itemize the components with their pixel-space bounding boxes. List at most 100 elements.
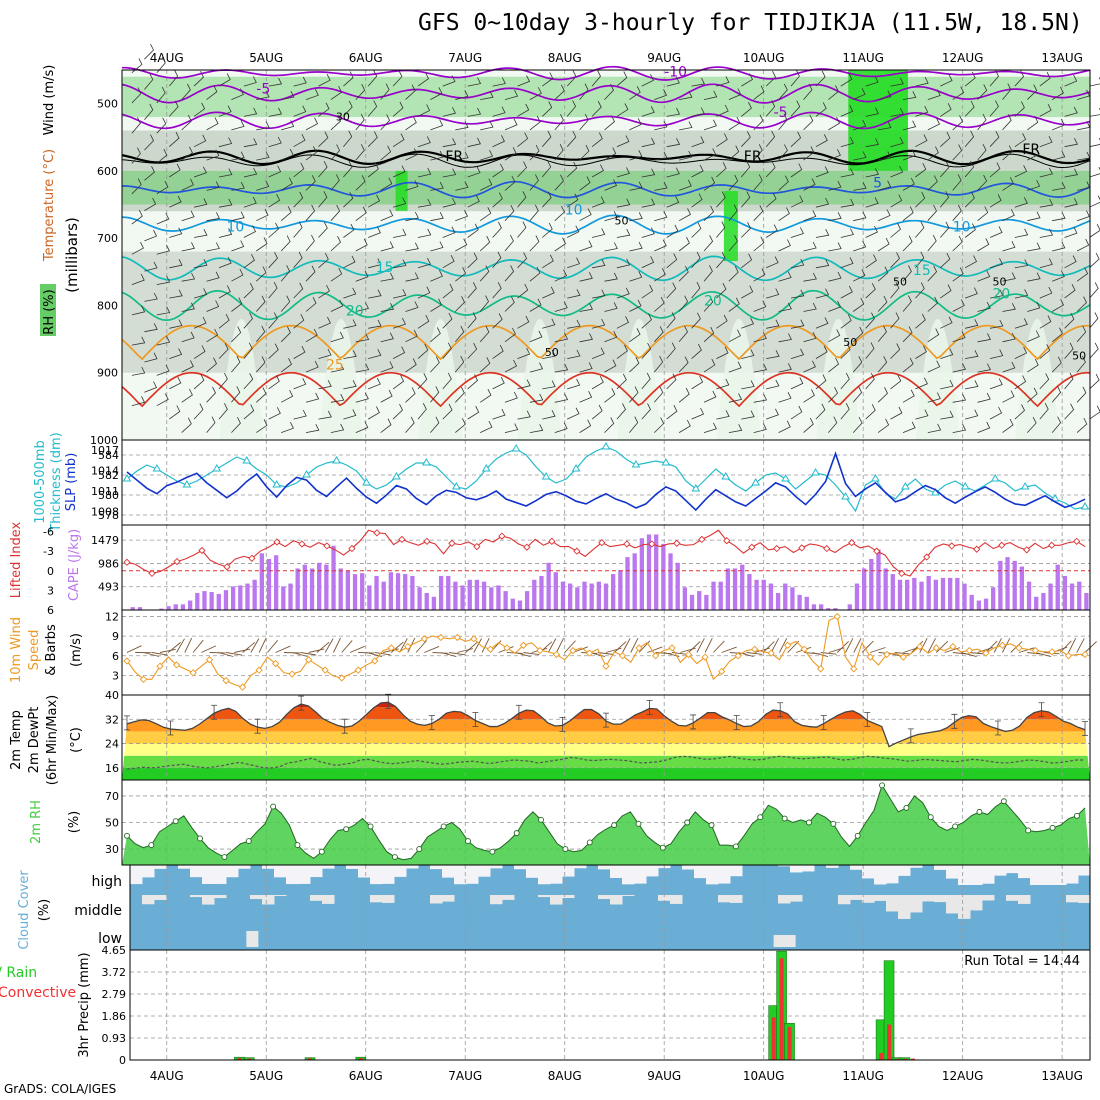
- wind-barb: [604, 302, 618, 312]
- isotherm-label: -5: [774, 105, 788, 121]
- wind-barb: [1064, 106, 1078, 117]
- wind-barb: [964, 409, 979, 420]
- rh2m-tick: 30: [105, 843, 119, 856]
- wind-speed-marker: [1015, 644, 1023, 652]
- wind-speed-marker: [486, 645, 495, 653]
- wind-barb: [989, 162, 1001, 178]
- date-label-top: 9AUG: [647, 51, 681, 65]
- cape-bar: [410, 576, 415, 610]
- lifted-index-marker: [1023, 546, 1031, 554]
- wind-barb: [405, 211, 419, 222]
- surface-wind-barb: [465, 641, 478, 653]
- cloud-clear-high: [226, 865, 239, 878]
- wind-barb: [641, 256, 655, 269]
- wind-barb: [666, 342, 676, 359]
- wind-barb: [393, 228, 407, 238]
- cape-bar: [575, 587, 580, 610]
- cape-axis-label: CAPE (J/kg): [67, 529, 82, 601]
- wind-speed-marker: [817, 665, 825, 673]
- wind-barb: [181, 178, 194, 191]
- cape-bar: [661, 543, 666, 610]
- wind-barb: [691, 312, 701, 329]
- cloud-clear-high: [598, 865, 611, 870]
- cloud-clear-middle: [670, 895, 683, 904]
- cape-bar: [603, 583, 609, 610]
- wind-barb: [504, 89, 519, 100]
- isotherm-label: 25: [326, 357, 344, 373]
- wind-barb: [392, 101, 404, 117]
- dewpoint-line: [126, 755, 1086, 770]
- cape-bar: [969, 594, 974, 610]
- cloud-clear-high: [202, 865, 215, 884]
- wind-barb: [380, 303, 395, 312]
- wind-barb: [666, 405, 678, 420]
- wind-barb: [231, 417, 241, 433]
- wind-barb: [268, 252, 278, 269]
- wind-speed-marker: [569, 646, 577, 655]
- wind-barb: [878, 121, 892, 131]
- cloud-clear-high: [886, 865, 899, 884]
- cloud-clear-low: [246, 931, 259, 947]
- wind-barb: [455, 210, 469, 222]
- wind-barb: [977, 270, 991, 282]
- wind-barb: [194, 229, 208, 238]
- cape-bar: [560, 581, 566, 610]
- cloud-clear-high: [298, 865, 311, 884]
- slp-axis-label: SLP (mb): [64, 453, 79, 512]
- wind-axis-label: Wind (m/s): [42, 65, 57, 136]
- wind-barb: [940, 410, 954, 420]
- wind-barb: [256, 237, 268, 252]
- wind-barb: [554, 301, 568, 312]
- wind-barb: [591, 101, 602, 117]
- min-max-bar: [472, 712, 479, 727]
- wind-barb: [218, 105, 232, 117]
- slp-line: [126, 451, 1086, 512]
- cape-bar: [797, 594, 802, 610]
- cape-bar: [948, 577, 953, 610]
- wind-barb: [504, 234, 514, 252]
- wind-barb: [231, 240, 245, 252]
- wind-barb: [1014, 375, 1027, 390]
- date-label-bottom: 12AUG: [942, 1069, 984, 1083]
- wind-barb: [280, 326, 291, 343]
- isotherm-line: [121, 324, 1091, 361]
- wind-barb: [591, 196, 605, 208]
- wind-barb: [181, 210, 195, 222]
- thickness-marker: [990, 474, 1000, 482]
- wind-barb: [828, 212, 842, 222]
- wind-barb: [206, 357, 217, 373]
- wind-barb: [442, 312, 453, 329]
- cape-bar: [137, 607, 143, 610]
- convective-bar: [771, 1017, 776, 1060]
- thickness-marker: [392, 472, 401, 480]
- wind-barb: [144, 103, 154, 121]
- surface-wind-barb: [688, 641, 701, 653]
- wind-barb: [878, 90, 892, 100]
- wind-barb: [169, 376, 182, 390]
- wind-barb: [915, 163, 927, 178]
- surface-wind-barb: [167, 642, 181, 653]
- wind-barb: [542, 191, 552, 208]
- cloud-clear-high: [214, 865, 227, 885]
- min-max-bar: [211, 704, 218, 720]
- wind-barb: [156, 244, 170, 255]
- wind-speed-marker: [998, 641, 1007, 649]
- thickness-axis-label: 1000-500mb: [33, 440, 48, 524]
- wind-tick: 3: [112, 669, 119, 682]
- wind-barb: [169, 131, 180, 147]
- thickness-tick: 578: [98, 509, 119, 522]
- slp-tick: 1008: [91, 505, 119, 518]
- wind-barb: [330, 114, 341, 131]
- wind-barb: [368, 349, 382, 359]
- wind-barb: [206, 300, 220, 312]
- wind-barb: [753, 236, 765, 252]
- cape-bar: [1048, 583, 1053, 610]
- date-label-bottom: 4AUG: [150, 1069, 184, 1083]
- wind-barb: [467, 77, 482, 87]
- wind-speed-marker: [470, 635, 478, 643]
- thickness-marker: [691, 484, 701, 492]
- wind-barb: [1039, 286, 1053, 299]
- rh2m-marker: [343, 826, 350, 833]
- date-label-bottom: 9AUG: [647, 1069, 681, 1083]
- wind-barb: [343, 192, 354, 208]
